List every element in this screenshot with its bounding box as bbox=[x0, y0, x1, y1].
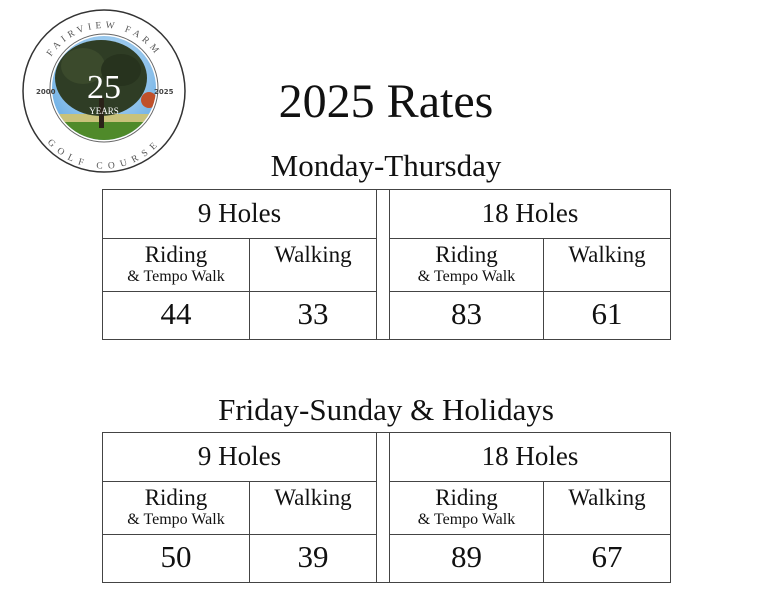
walking-header: Walking bbox=[249, 238, 377, 292]
price-18-walking: 67 bbox=[543, 534, 671, 583]
price-9-walking: 39 bbox=[249, 534, 377, 583]
price-9-riding: 44 bbox=[102, 291, 250, 340]
section-heading-weekday: Monday-Thursday bbox=[270, 148, 502, 183]
group-header-18-holes: 18 Holes bbox=[389, 189, 671, 239]
logo-center-sub: YEARS bbox=[89, 106, 119, 116]
riding-header: Riding & Tempo Walk bbox=[389, 238, 544, 292]
group-header-9-holes: 9 Holes bbox=[102, 432, 377, 482]
price-18-riding: 83 bbox=[389, 291, 544, 340]
riding-header: Riding & Tempo Walk bbox=[102, 238, 250, 292]
column-divider bbox=[376, 189, 390, 340]
fairview-farm-logo: FAIRVIEW FARM GOLF COURSE 2000 2025 25 Y… bbox=[22, 9, 186, 173]
group-header-9-holes: 9 Holes bbox=[102, 189, 377, 239]
riding-header: Riding & Tempo Walk bbox=[389, 481, 544, 535]
page-title: 2025 Rates bbox=[278, 75, 494, 128]
price-18-walking: 61 bbox=[543, 291, 671, 340]
price-9-riding: 50 bbox=[102, 534, 250, 583]
logo-center-number: 25 bbox=[87, 69, 121, 106]
logo-right-year: 2025 bbox=[154, 88, 174, 96]
walking-header: Walking bbox=[543, 481, 671, 535]
price-18-riding: 89 bbox=[389, 534, 544, 583]
riding-header: Riding & Tempo Walk bbox=[102, 481, 250, 535]
walking-header: Walking bbox=[249, 481, 377, 535]
group-header-18-holes: 18 Holes bbox=[389, 432, 671, 482]
rates-table-weekend: 9 Holes 18 Holes Riding & Tempo Walk Walk… bbox=[102, 432, 671, 583]
price-9-walking: 33 bbox=[249, 291, 377, 340]
rates-table-weekday: 9 Holes 18 Holes Riding & Tempo Walk Walk… bbox=[102, 189, 671, 340]
column-divider bbox=[376, 432, 390, 583]
logo-left-year: 2000 bbox=[36, 88, 56, 96]
section-heading-weekend: Friday-Sunday & Holidays bbox=[218, 392, 554, 427]
walking-header: Walking bbox=[543, 238, 671, 292]
